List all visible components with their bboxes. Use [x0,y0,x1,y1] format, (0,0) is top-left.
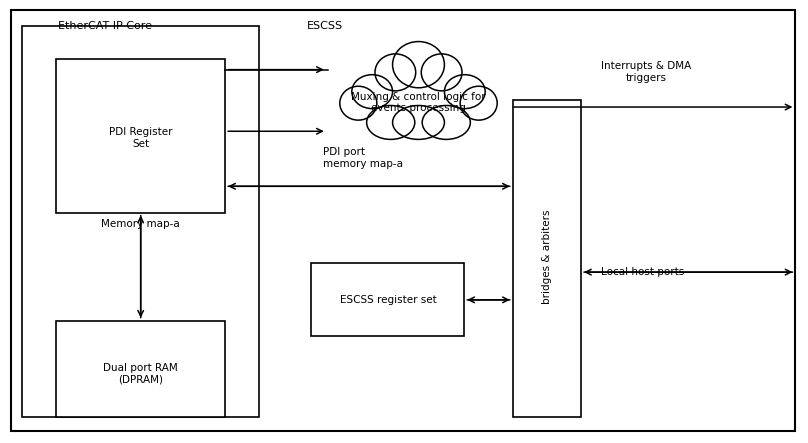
Text: Memory map-a: Memory map-a [101,219,180,229]
Text: Interrupts & DMA
triggers: Interrupts & DMA triggers [601,61,692,83]
Text: ESCSS register set: ESCSS register set [339,295,436,305]
Ellipse shape [351,75,393,109]
Bar [56,321,225,417]
Bar [311,263,465,336]
Text: bridges & arbiters: bridges & arbiters [541,210,552,304]
Ellipse shape [393,105,444,140]
Bar [56,58,225,213]
Ellipse shape [393,42,444,88]
Text: Muxing & control logic for
events processing: Muxing & control logic for events proces… [351,92,486,113]
Text: Dual port RAM
(DPRAM): Dual port RAM (DPRAM) [103,362,178,384]
Ellipse shape [421,54,462,91]
Ellipse shape [444,75,485,109]
Text: EtherCAT IP Core: EtherCAT IP Core [57,21,152,31]
Ellipse shape [423,105,470,140]
Bar [513,101,581,417]
Text: PDI Register
Set: PDI Register Set [109,127,172,149]
Bar [22,26,259,417]
Ellipse shape [367,105,415,140]
Ellipse shape [461,86,497,120]
Ellipse shape [340,86,377,120]
Text: Local host ports: Local host ports [601,267,684,277]
Text: ESCSS: ESCSS [307,21,343,31]
Ellipse shape [375,54,415,91]
Text: PDI port
memory map-a: PDI port memory map-a [323,147,403,169]
